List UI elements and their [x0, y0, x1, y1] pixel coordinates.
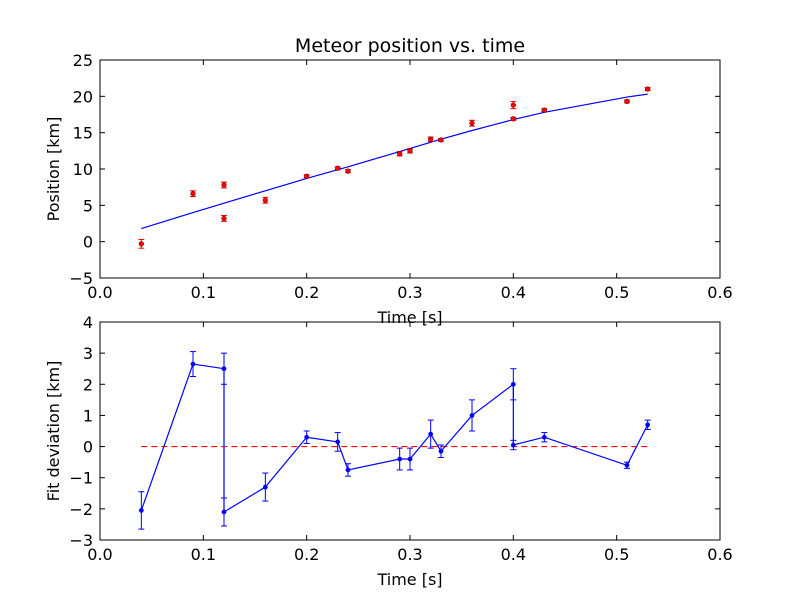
deviation-point [469, 413, 475, 418]
data-point [438, 137, 444, 143]
x-tick-label: 0.1 [191, 283, 216, 302]
data-point [428, 136, 434, 142]
y-tick-label: 0 [83, 233, 93, 252]
deviation-y-axis-label: Fit deviation [km] [44, 361, 63, 502]
deviation-point [345, 467, 351, 473]
deviation-line [140, 363, 649, 514]
x-tick-label: 0.0 [87, 283, 112, 302]
position-ticks: 0.0 0.1 0.2 0.3 0.4 0.5 0.6 −5 0 5 10 15 20 25 [69, 51, 732, 302]
y-tick-label: 15 [73, 124, 93, 143]
y-tick-label: −1 [69, 469, 93, 488]
data-point [221, 182, 227, 188]
data-point [262, 197, 268, 203]
y-tick-label: 0 [83, 438, 93, 457]
x-tick-label: 0.5 [604, 283, 629, 302]
x-tick-label: 0.2 [294, 545, 319, 564]
data-point [510, 116, 516, 122]
y-tick-label: −3 [69, 531, 93, 550]
x-tick-label: 0.4 [501, 283, 526, 302]
y-tick-label: 2 [83, 375, 93, 394]
data-point [624, 98, 630, 105]
data-point [645, 86, 651, 92]
data-point [335, 165, 341, 171]
deviation-ticks: 0.0 0.1 0.2 0.3 0.4 0.5 0.6 −3 −2 −1 0 1 2 3 4 [69, 313, 732, 564]
data-point [407, 148, 413, 154]
deviation-point [645, 422, 651, 428]
x-tick-label: 0.1 [191, 545, 216, 564]
deviation-point [407, 456, 413, 462]
data-point [541, 107, 547, 113]
x-tick-label: 0.4 [501, 545, 526, 564]
data-point [345, 168, 351, 174]
data-point [138, 241, 144, 247]
deviation-point [624, 462, 630, 468]
deviation-plot: 0.0 0.1 0.2 0.3 0.4 0.5 0.6 −3 −2 −1 0 1 2 3 4 Time [s… [44, 313, 733, 589]
x-tick-label: 0.6 [707, 283, 732, 302]
position-y-axis-label: Position [km] [44, 117, 63, 222]
y-tick-label: 4 [83, 313, 93, 332]
deviation-point [510, 442, 516, 448]
deviation-point [221, 509, 227, 515]
deviation-point [221, 366, 227, 372]
deviation-point [138, 508, 144, 513]
position-series [138, 86, 651, 249]
data-point [469, 120, 475, 126]
x-tick-label: 0.0 [87, 545, 112, 564]
y-tick-label: 20 [73, 87, 93, 106]
deviation-point [304, 434, 310, 440]
deviation-point [335, 439, 341, 445]
x-tick-label: 0.2 [294, 283, 319, 302]
x-tick-label: 0.5 [604, 545, 629, 564]
y-tick-label: 3 [83, 344, 93, 363]
deviation-point [438, 448, 444, 454]
data-point [221, 215, 227, 222]
deviation-point [397, 456, 403, 462]
data-point [190, 191, 196, 197]
y-tick-label: −5 [69, 269, 93, 288]
deviation-point [262, 484, 268, 490]
chart-title: Meteor position vs. time [295, 35, 525, 57]
data-point [304, 173, 310, 179]
y-tick-label: 5 [83, 196, 93, 215]
x-tick-label: 0.3 [397, 545, 422, 564]
deviation-series [138, 351, 651, 530]
deviation-x-axis-label: Time [s] [376, 570, 442, 589]
y-tick-label: 1 [83, 406, 93, 425]
x-tick-label: 0.6 [707, 545, 732, 564]
x-tick-label: 0.3 [397, 283, 422, 302]
data-point [397, 151, 403, 157]
deviation-point [428, 431, 434, 437]
y-tick-label: 10 [73, 160, 93, 179]
y-tick-label: 25 [73, 51, 93, 70]
deviation-point [190, 361, 196, 367]
deviation-point [541, 434, 547, 440]
y-tick-label: −2 [69, 500, 93, 519]
data-point [510, 102, 516, 108]
deviation-point [510, 381, 516, 387]
